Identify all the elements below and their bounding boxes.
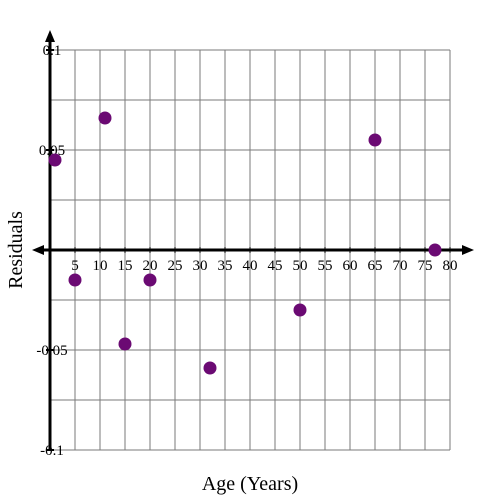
x-tick-label: 5 <box>71 258 79 274</box>
x-axis-arrow-left <box>32 245 44 255</box>
axes <box>32 30 474 451</box>
x-tick-label: 40 <box>243 258 258 274</box>
x-tick-label: 10 <box>93 258 108 274</box>
data-point <box>118 337 132 351</box>
y-axis-arrow <box>45 30 55 42</box>
x-tick-label: 65 <box>368 258 383 274</box>
x-tick-label: 35 <box>218 258 233 274</box>
x-tick-label: 25 <box>168 258 183 274</box>
x-tick-label: 30 <box>193 258 208 274</box>
data-point <box>293 303 307 317</box>
x-tick-label: 45 <box>268 258 283 274</box>
x-tick-label: 55 <box>318 258 333 274</box>
x-tick-label: 15 <box>118 258 133 274</box>
x-tick-label: 70 <box>393 258 408 274</box>
x-tick-label: 50 <box>293 258 308 274</box>
data-point <box>48 153 62 167</box>
y-axis-title: Residuals <box>5 211 27 289</box>
x-tick-label: 20 <box>143 258 158 274</box>
y-tick-label: -0.05 <box>36 343 67 359</box>
x-tick-label: 75 <box>418 258 433 274</box>
data-point <box>203 361 217 375</box>
x-tick-label: 60 <box>343 258 358 274</box>
data-point <box>143 273 157 287</box>
y-tick-label: -0.1 <box>40 443 64 459</box>
x-axis-title: Age (Years) <box>202 473 298 495</box>
data-point <box>98 111 112 125</box>
x-tick-label: 80 <box>443 258 458 274</box>
y-tick-label: 0.1 <box>43 43 62 59</box>
data-points <box>48 111 442 375</box>
data-point <box>68 273 82 287</box>
x-axis-arrow-right <box>462 245 474 255</box>
data-point <box>368 133 382 147</box>
data-point <box>428 243 442 257</box>
